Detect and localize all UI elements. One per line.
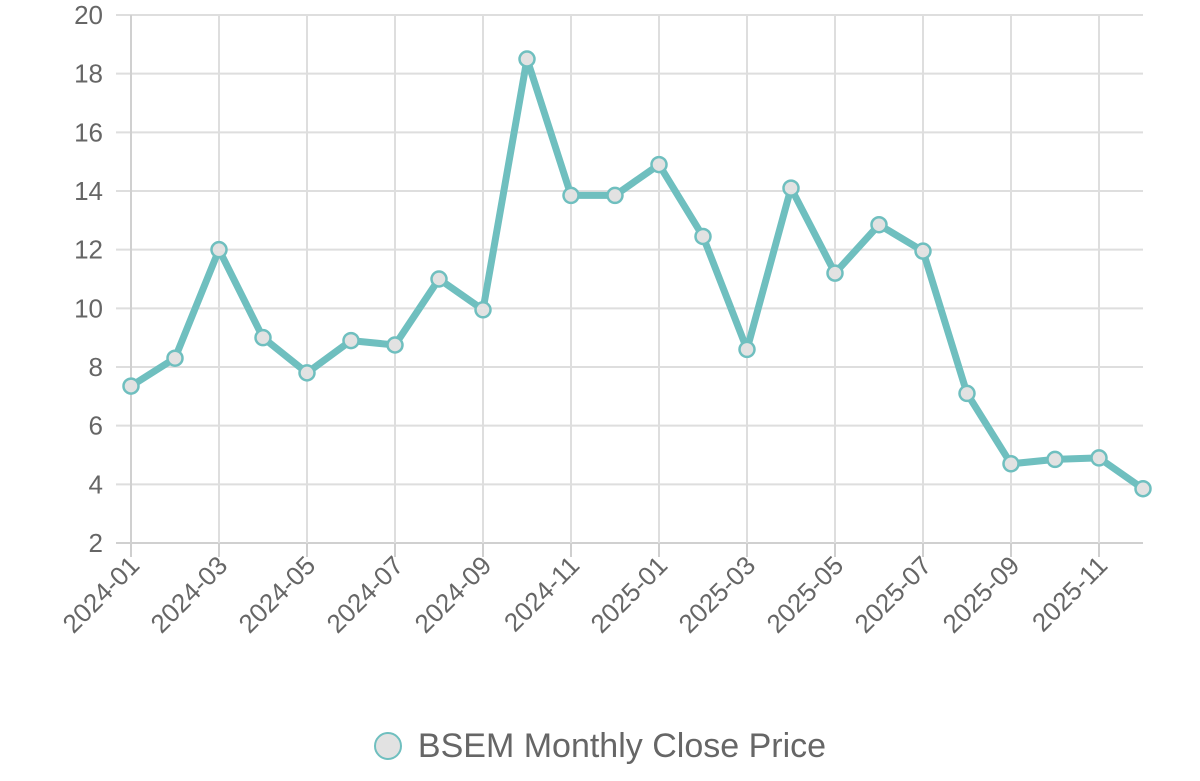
data-point [1134,479,1152,498]
data-point [210,240,228,259]
data-point [1002,455,1020,473]
data-point [694,227,712,246]
data-point [474,301,492,319]
legend[interactable]: BSEM Monthly Close Price [0,718,1200,774]
data-point [166,349,184,367]
data-point [122,377,140,395]
data-point [650,155,668,174]
x-tick-label: 2024-05 [233,550,322,639]
series-line [127,55,1147,493]
data-point [254,328,272,347]
legend-label: BSEM Monthly Close Price [417,726,827,765]
x-tick-label: 2024-01 [57,550,146,639]
data-point [562,186,580,205]
data-point [518,50,536,68]
data-point [1046,450,1064,469]
data-point [782,179,800,197]
data-point [386,336,404,354]
data-point [826,264,844,282]
y-tick-label: 12 [74,235,103,265]
data-point [914,242,932,260]
x-tick-label: 2025-03 [673,550,762,639]
y-tick-label: 20 [74,0,103,30]
y-tick-label: 10 [74,293,103,323]
x-tick-label: 2025-09 [937,550,1026,639]
data-point [958,384,976,403]
data-point [298,364,316,382]
data-point [870,215,888,234]
y-tick-label: 8 [89,352,103,382]
x-tick-label: 2025-11 [1026,550,1113,637]
data-point [738,340,756,359]
y-tick-label: 16 [74,117,103,147]
circle-marker-icon [373,732,402,760]
y-tick-label: 18 [74,59,103,89]
data-point [342,331,360,350]
data-point [430,270,448,288]
x-tick-label: 2024-03 [145,550,234,639]
x-tick-label: 2025-07 [849,550,938,639]
data-point [1090,449,1108,467]
y-tick-label: 2 [89,528,103,558]
y-tick-label: 6 [89,411,103,441]
x-tick-label: 2024-11 [498,550,585,637]
y-tick-label: 4 [89,469,103,499]
x-tick-label: 2024-07 [321,550,410,639]
y-tick-label: 14 [74,176,103,206]
x-tick-label: 2025-05 [761,550,850,639]
x-tick-label: 2025-01 [585,550,674,639]
x-tick-label: 2024-09 [409,550,498,639]
data-point [606,186,624,205]
